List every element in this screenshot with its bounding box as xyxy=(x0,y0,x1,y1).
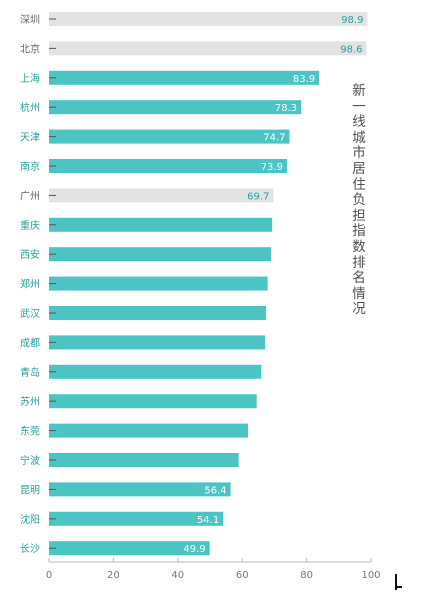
x-tick-label: 0 xyxy=(46,570,52,581)
value-label: 69.7 xyxy=(247,191,269,202)
category-label: 广州 xyxy=(20,190,40,202)
category-label: 上海 xyxy=(20,72,40,85)
category-label: 青岛 xyxy=(20,366,40,379)
value-label: 73.9 xyxy=(261,162,283,173)
bar xyxy=(49,217,273,232)
chart-title: 新一线城市居住负担指数排名情况 xyxy=(352,83,366,318)
bar xyxy=(49,453,239,467)
x-tick-label: 60 xyxy=(236,570,249,581)
bar xyxy=(49,247,272,262)
category-label: 东莞 xyxy=(20,425,40,438)
value-label: 83.9 xyxy=(293,74,315,85)
value-label: 74.7 xyxy=(263,133,285,144)
category-label: 深圳 xyxy=(20,14,40,26)
value-label: 98.9 xyxy=(341,15,363,26)
category-label: 郑州 xyxy=(20,278,40,291)
bar xyxy=(49,129,290,144)
bar xyxy=(49,423,248,438)
category-label: 杭州 xyxy=(20,101,40,114)
bar xyxy=(49,100,302,115)
category-label: 长沙 xyxy=(20,543,40,555)
category-label: 北京 xyxy=(20,42,40,55)
bar xyxy=(49,188,274,203)
x-tick-label: 20 xyxy=(107,570,120,581)
x-tick-label: 40 xyxy=(171,570,184,581)
category-label: 沈阳 xyxy=(20,513,40,526)
bar xyxy=(49,41,367,56)
bar xyxy=(49,335,266,350)
bar xyxy=(49,70,320,85)
bar xyxy=(49,306,267,320)
bar xyxy=(49,159,287,173)
bar xyxy=(49,541,210,556)
bar xyxy=(49,12,368,26)
bar xyxy=(49,394,257,409)
bar xyxy=(49,511,224,526)
text-cursor-icon xyxy=(395,574,397,590)
text-cursor-foot-icon xyxy=(396,586,402,588)
category-label: 天津 xyxy=(20,132,40,144)
value-label: 54.1 xyxy=(197,515,219,526)
category-label: 南京 xyxy=(20,160,40,173)
category-label: 昆明 xyxy=(20,484,40,496)
value-label: 78.3 xyxy=(275,103,297,114)
bar xyxy=(49,482,231,497)
bar xyxy=(49,276,268,291)
category-label: 重庆 xyxy=(20,219,40,232)
category-label: 苏州 xyxy=(20,395,40,408)
value-label: 56.4 xyxy=(204,485,226,496)
category-label: 西安 xyxy=(20,248,40,261)
x-tick-label: 100 xyxy=(361,570,380,581)
x-tick-label: 80 xyxy=(300,570,313,581)
category-label: 武汉 xyxy=(20,307,40,320)
category-label: 宁波 xyxy=(20,454,40,467)
value-label: 49.9 xyxy=(183,544,205,555)
value-label: 98.6 xyxy=(340,44,362,55)
bar xyxy=(49,364,262,379)
category-label: 成都 xyxy=(20,337,40,349)
